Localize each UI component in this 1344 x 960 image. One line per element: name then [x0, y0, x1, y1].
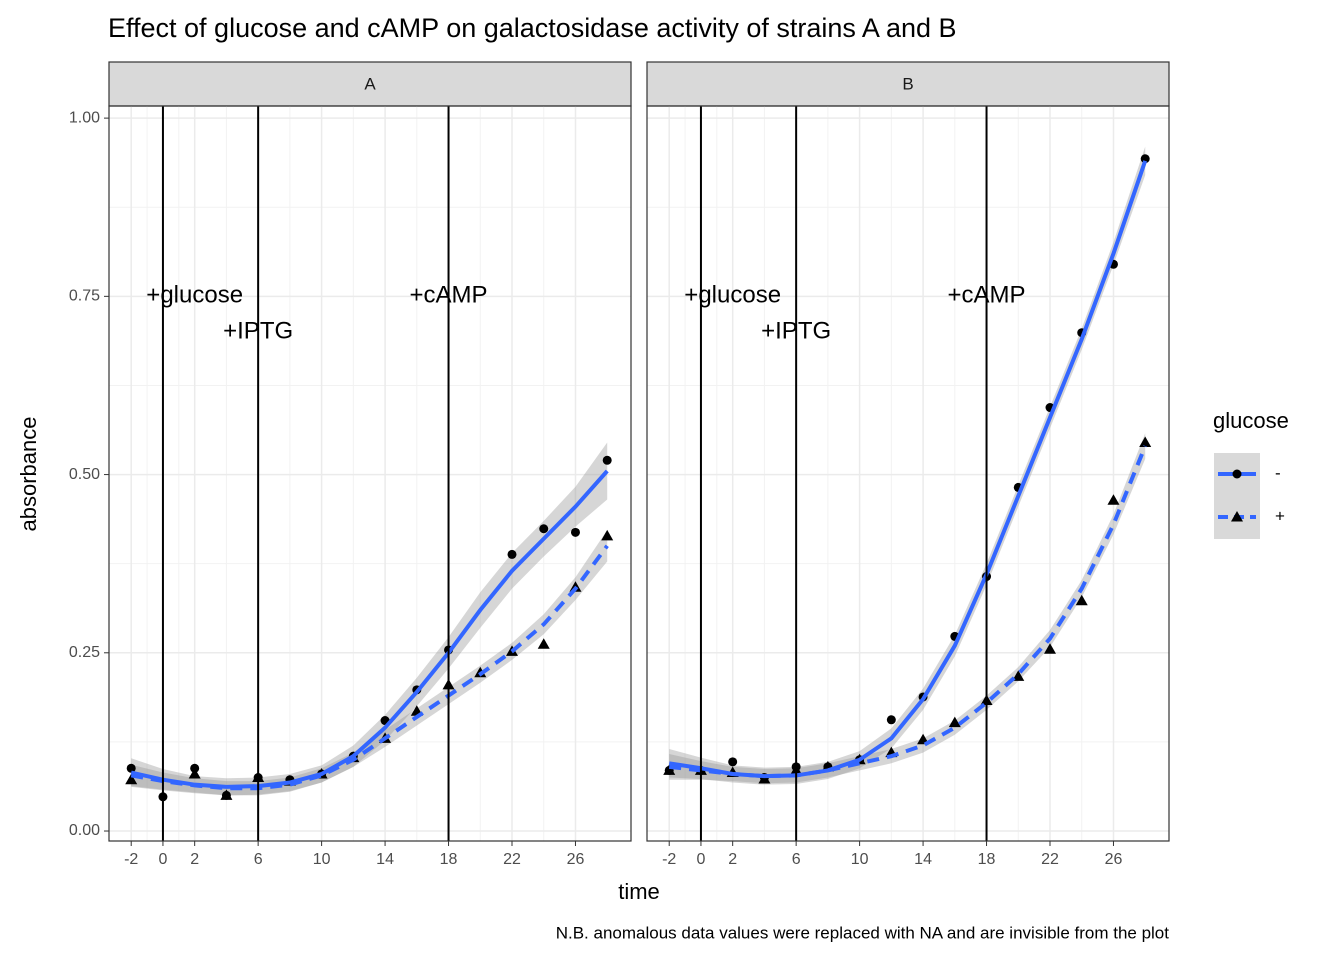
annotation: +glucose — [684, 282, 781, 309]
point — [663, 764, 676, 775]
x-tick-label: 10 — [313, 851, 331, 868]
y-axis-title: absorbance — [16, 417, 41, 532]
facet-label: B — [902, 74, 913, 93]
x-tick-label: 6 — [792, 851, 801, 868]
annotation: +cAMP — [410, 282, 488, 309]
point — [1107, 494, 1120, 505]
x-tick-label: 18 — [440, 851, 458, 868]
facet-label: A — [364, 74, 376, 93]
facet-strip — [646, 61, 1170, 107]
point — [125, 773, 138, 785]
x-tick-label: 18 — [978, 851, 996, 868]
point — [220, 789, 233, 800]
facet-strip — [108, 61, 632, 107]
x-axis-title: time — [618, 879, 660, 904]
x-tick-label: 14 — [914, 851, 932, 868]
point — [886, 715, 896, 725]
panel-border — [108, 105, 632, 842]
point — [948, 716, 961, 728]
x-tick-label: 14 — [376, 851, 394, 868]
y-tick-label: 0.25 — [69, 644, 100, 661]
point — [188, 767, 201, 779]
fit-line — [130, 544, 609, 791]
point — [507, 549, 517, 559]
point — [601, 529, 614, 541]
point — [1044, 643, 1057, 654]
point — [602, 455, 612, 465]
legend-label: - — [1275, 463, 1281, 482]
y-tick-label: 0.50 — [69, 466, 100, 483]
point — [1075, 594, 1088, 606]
annotation: +IPTG — [223, 317, 293, 344]
point — [539, 524, 549, 534]
point — [758, 772, 771, 784]
x-tick-label: 0 — [158, 851, 167, 868]
legend-label: + — [1275, 506, 1285, 525]
x-tick-label: 26 — [1105, 851, 1123, 868]
point — [1012, 670, 1025, 681]
legend-marker — [1231, 511, 1243, 522]
point — [570, 527, 580, 537]
annotation: +IPTG — [761, 317, 831, 344]
point — [126, 763, 136, 773]
point — [1140, 154, 1150, 164]
x-tick-label: 26 — [567, 851, 585, 868]
chart-title: Effect of glucose and cAMP on galactosid… — [108, 13, 957, 43]
x-tick-label: -2 — [124, 851, 138, 868]
fit-line — [668, 160, 1148, 779]
x-tick-label: 2 — [728, 851, 737, 868]
point — [537, 638, 550, 649]
x-tick-label: -2 — [662, 851, 676, 868]
confidence-band — [669, 433, 1146, 784]
y-tick-label: 0.00 — [69, 822, 100, 839]
legend-marker — [1232, 469, 1242, 479]
x-tick-label: 2 — [190, 851, 199, 868]
x-tick-label: 22 — [503, 851, 521, 868]
legend-title: glucose — [1213, 408, 1289, 433]
x-tick-label: 0 — [696, 851, 705, 868]
confidence-band — [131, 530, 608, 796]
point — [1139, 436, 1152, 447]
confidence-band — [669, 146, 1146, 785]
caption: N.B. anomalous data values were replaced… — [556, 923, 1170, 942]
y-tick-label: 1.00 — [69, 109, 100, 126]
annotation: +glucose — [146, 282, 243, 309]
x-tick-label: 22 — [1041, 851, 1059, 868]
panel-border — [646, 105, 1170, 842]
annotation: +cAMP — [948, 282, 1026, 309]
x-tick-label: 10 — [851, 851, 869, 868]
fit-line — [668, 445, 1148, 779]
y-tick-label: 0.75 — [69, 288, 100, 305]
x-tick-label: 6 — [254, 851, 263, 868]
point — [728, 757, 738, 767]
